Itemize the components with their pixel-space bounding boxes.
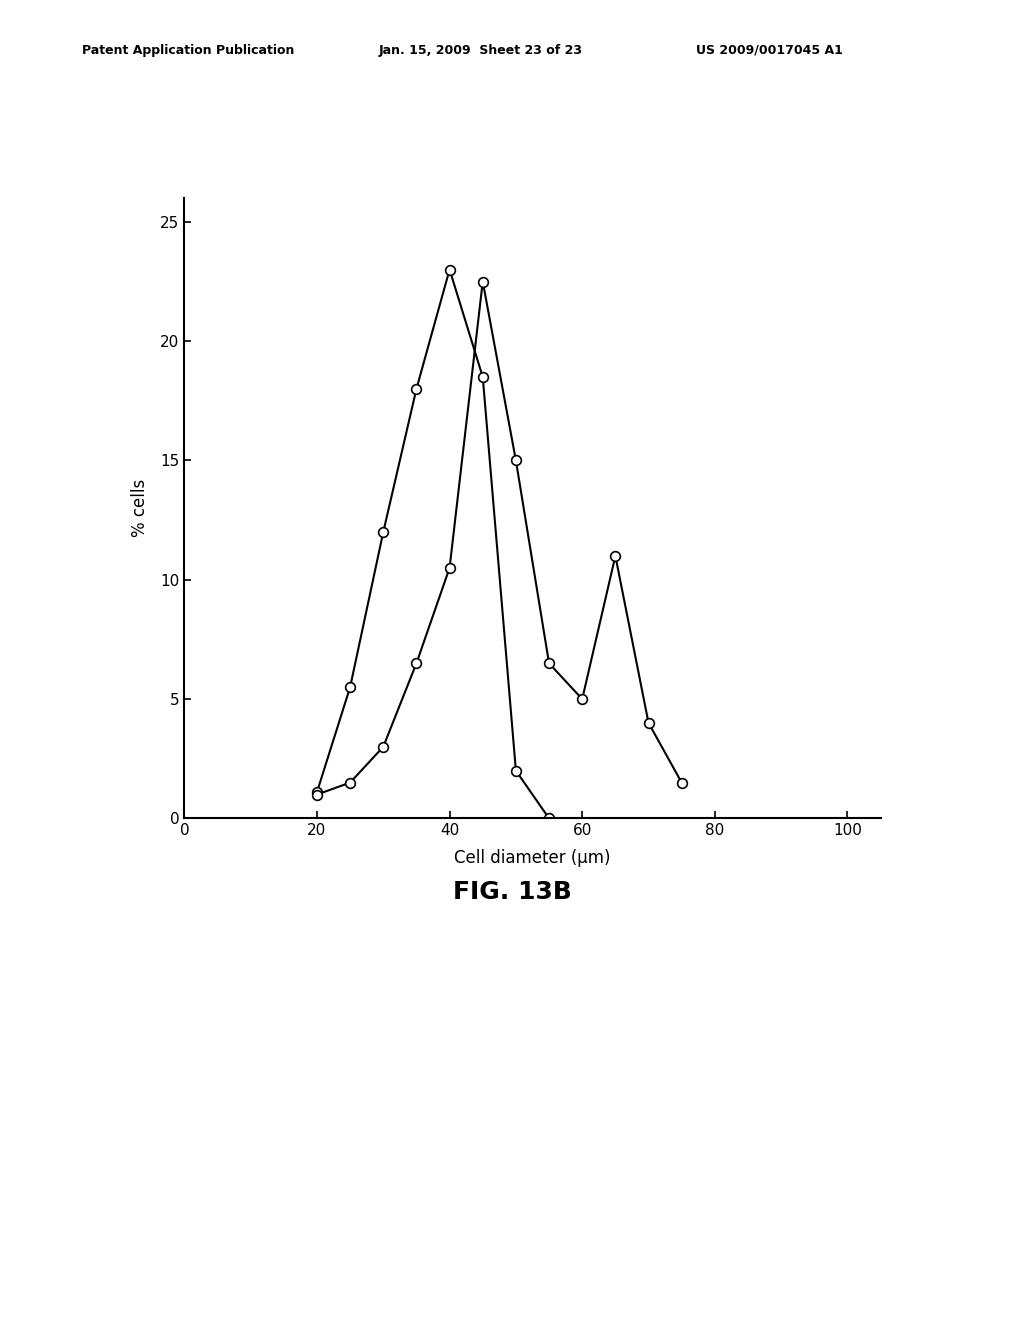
Text: Patent Application Publication: Patent Application Publication — [82, 44, 294, 57]
Text: US 2009/0017045 A1: US 2009/0017045 A1 — [696, 44, 843, 57]
X-axis label: Cell diameter (μm): Cell diameter (μm) — [455, 849, 610, 867]
Text: FIG. 13B: FIG. 13B — [453, 880, 571, 904]
Y-axis label: % cells: % cells — [131, 479, 150, 537]
Text: Jan. 15, 2009  Sheet 23 of 23: Jan. 15, 2009 Sheet 23 of 23 — [379, 44, 583, 57]
